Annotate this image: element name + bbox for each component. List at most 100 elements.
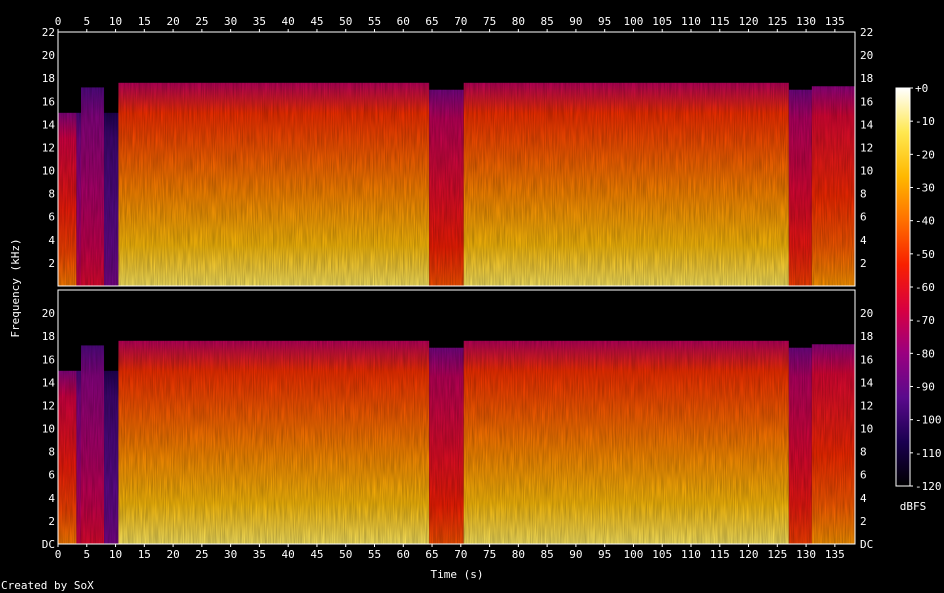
y-tick-label-right: 2 (860, 515, 867, 528)
x-tick-label-bottom: 30 (224, 548, 237, 561)
x-tick-label-top: 30 (224, 15, 237, 28)
y-tick-label-right: 10 (860, 165, 873, 178)
colorbar-tick-label: -120 (915, 480, 942, 493)
y-tick-label-left: 14 (42, 118, 56, 131)
y-tick-label-left: 8 (48, 446, 55, 459)
x-tick-label-bottom: 115 (710, 548, 730, 561)
x-tick-label-top: 0 (55, 15, 62, 28)
credit-text: Created by SoX (1, 579, 94, 592)
x-tick-label-top: 135 (825, 15, 845, 28)
y-tick-label-right: 10 (860, 423, 873, 436)
axes: 0055101015152020252530303535404045455050… (42, 15, 874, 561)
x-tick-label-top: 40 (282, 15, 295, 28)
channel-panel-1 (57, 31, 856, 287)
y-tick-label-left: 10 (42, 423, 55, 436)
panel-border (57, 289, 856, 545)
y-tick-label-left: 16 (42, 353, 55, 366)
colorbar-tick-label: -90 (915, 381, 935, 394)
y-tick-label-right: 8 (860, 446, 867, 459)
x-tick-label-bottom: 135 (825, 548, 845, 561)
colorbar-tick-label: -80 (915, 347, 935, 360)
x-tick-label-bottom: 100 (624, 548, 644, 561)
x-tick-label-top: 130 (796, 15, 816, 28)
x-tick-label-top: 45 (310, 15, 323, 28)
x-tick-label-top: 125 (767, 15, 787, 28)
y-tick-label-left: 10 (42, 165, 55, 178)
colorbar-tick-label: -40 (915, 215, 935, 228)
x-tick-label-top: 10 (109, 15, 122, 28)
colorbar: +0 -10 -20 -30 -40 -50 -60 -70 -80 -90 -100 -110 -12… (895, 82, 942, 513)
y-tick-label-right: 20 (860, 49, 873, 62)
y-tick-label-left: 16 (42, 95, 55, 108)
x-tick-label-bottom: 125 (767, 548, 787, 561)
x-tick-label-top: 25 (195, 15, 208, 28)
x-tick-label-top: 110 (681, 15, 701, 28)
colorbar-tick-label: -110 (915, 447, 942, 460)
x-tick-label-bottom: 70 (454, 548, 467, 561)
x-tick-label-bottom: 40 (282, 548, 295, 561)
x-tick-label-top: 100 (624, 15, 644, 28)
x-tick-label-top: 65 (425, 15, 438, 28)
y-tick-label-left: 14 (42, 376, 56, 389)
x-tick-label-bottom: 35 (253, 548, 266, 561)
colorbar-tick-label: -50 (915, 248, 935, 261)
colorbar-ticks: +0 -10 -20 -30 -40 -50 -60 -70 -80 -90 -100 -110 -12… (910, 82, 942, 493)
x-tick-label-top: 120 (739, 15, 759, 28)
colorbar-tick-label: -10 (915, 115, 935, 128)
y-tick-label-right: 12 (860, 399, 873, 412)
y-tick-label-left: 2 (48, 515, 55, 528)
channel-panel-2 (57, 289, 856, 545)
x-tick-label-top: 15 (138, 15, 151, 28)
y-tick-label-right: 14 (860, 118, 874, 131)
x-tick-label-bottom: 5 (83, 548, 90, 561)
colorbar-tick-label: +0 (915, 82, 928, 95)
panel-border (57, 31, 856, 287)
x-tick-label-top: 5 (83, 15, 90, 28)
y-tick-label-left: 2 (48, 257, 55, 270)
x-tick-label-bottom: 20 (166, 548, 179, 561)
y-tick-label-right: 4 (860, 234, 867, 247)
colorbar-tick-label: -70 (915, 314, 935, 327)
y-tick-label-right: 2 (860, 257, 867, 270)
y-tick-label-left: 12 (42, 399, 55, 412)
x-tick-label-bottom: 50 (339, 548, 352, 561)
x-tick-label-bottom: 90 (569, 548, 582, 561)
y-tick-label-right: 22 (860, 26, 873, 39)
x-tick-label-top: 85 (541, 15, 554, 28)
x-tick-label-top: 95 (598, 15, 611, 28)
y-tick-label-left: 20 (42, 49, 55, 62)
y-tick-label-right: 8 (860, 188, 867, 201)
x-tick-label-top: 50 (339, 15, 352, 28)
colorbar-unit-label: dBFS (900, 500, 927, 513)
x-axis-label: Time (s) (431, 568, 484, 581)
x-tick-label-top: 60 (397, 15, 410, 28)
colorbar-tick-label: -30 (915, 182, 935, 195)
x-tick-label-top: 90 (569, 15, 582, 28)
y-tick-label-right: 20 (860, 307, 873, 320)
x-tick-label-bottom: 10 (109, 548, 122, 561)
x-tick-label-bottom: 95 (598, 548, 611, 561)
y-tick-label-left: 6 (48, 211, 55, 224)
x-tick-label-top: 55 (368, 15, 381, 28)
y-tick-label-right: 16 (860, 95, 873, 108)
x-tick-label-top: 35 (253, 15, 266, 28)
y-tick-label-left: 4 (48, 492, 55, 505)
y-tick-label-left: 18 (42, 330, 55, 343)
x-tick-label-top: 115 (710, 15, 730, 28)
y-tick-label-right: 12 (860, 141, 873, 154)
x-tick-label-bottom: 105 (652, 548, 672, 561)
x-tick-label-bottom: 75 (483, 548, 496, 561)
y-tick-label-right: 4 (860, 492, 867, 505)
x-tick-label-bottom: 65 (425, 548, 438, 561)
colorbar-tick-label: -20 (915, 148, 935, 161)
y-tick-label-left: 6 (48, 469, 55, 482)
y-tick-label-left: 20 (42, 307, 55, 320)
y-tick-label-left: 22 (42, 26, 55, 39)
y-tick-label-right: 6 (860, 469, 867, 482)
x-tick-label-top: 20 (166, 15, 179, 28)
colorbar-gradient (895, 87, 911, 487)
x-tick-label-bottom: 55 (368, 548, 381, 561)
x-tick-label-bottom: 80 (512, 548, 525, 561)
y-tick-label-right: 14 (860, 376, 874, 389)
